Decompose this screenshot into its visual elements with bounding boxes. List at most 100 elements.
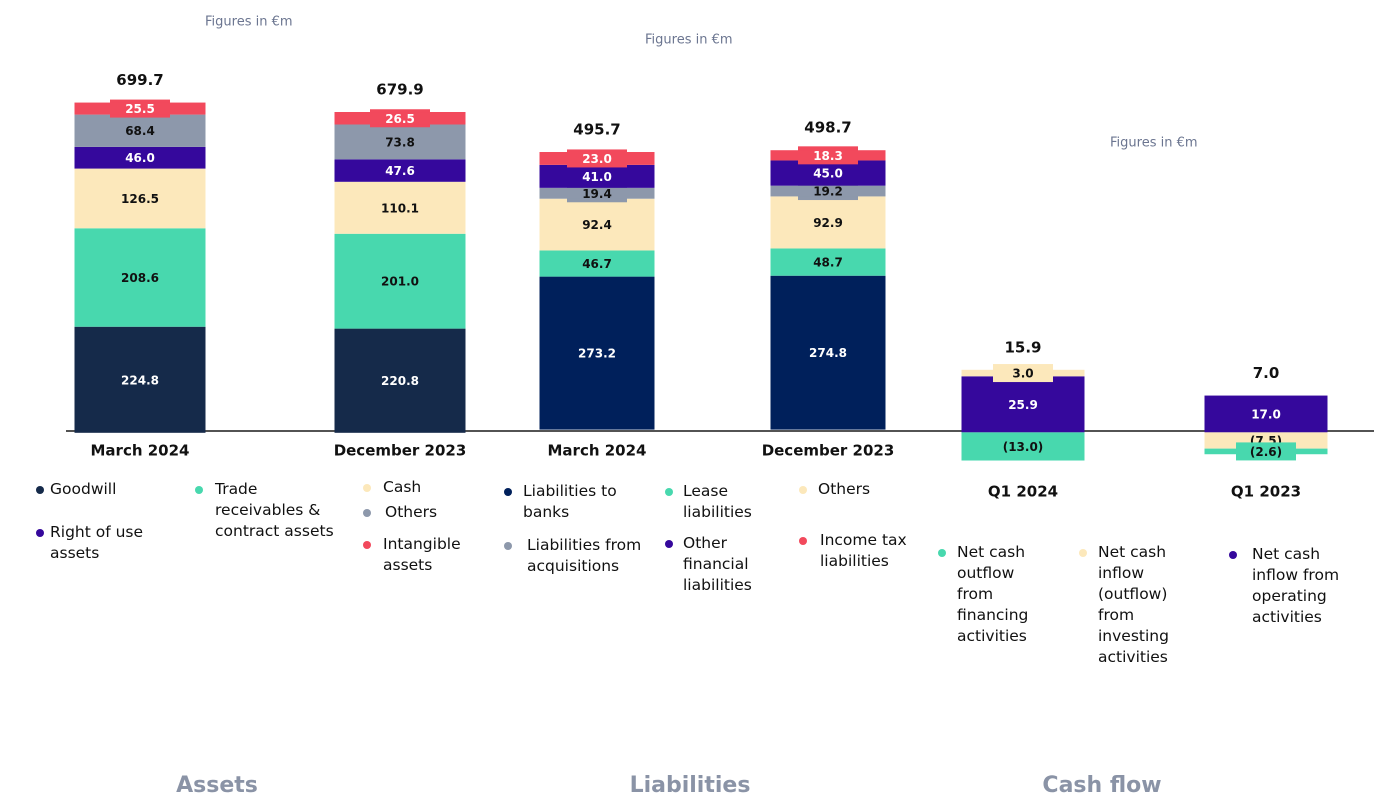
legend-marker [799, 537, 807, 545]
value-label: 274.8 [809, 346, 847, 360]
bar-segment [74, 326, 206, 433]
value-label: 26.5 [385, 112, 415, 126]
section-title: Cash flow [1042, 773, 1161, 796]
legend-label: Right of use assets [50, 523, 144, 562]
bar-segment [539, 276, 655, 430]
bar-segment [334, 112, 466, 125]
legend-marker [1229, 551, 1237, 559]
legend-marker [665, 488, 673, 496]
legend-label: Others [818, 480, 871, 498]
legend-label: Net cash inflow from operating activitie… [1252, 545, 1340, 626]
bar-segment [1204, 395, 1328, 433]
value-label: 201.0 [381, 275, 419, 289]
legend-label: Trade receivables & contract assets [215, 480, 334, 540]
bar-segment [770, 248, 886, 276]
bar-segment [770, 185, 886, 197]
legend-marker [363, 509, 371, 517]
value-label: 23.0 [582, 152, 612, 166]
bar-segment [334, 181, 466, 234]
legend-label: Net cash outflow from financing activiti… [957, 543, 1029, 645]
bar-segment [770, 275, 886, 430]
legend-marker [504, 488, 512, 496]
value-label: 19.2 [813, 185, 843, 199]
bar-segment [539, 198, 655, 251]
legend-marker [504, 542, 512, 550]
value-label: 25.9 [1008, 398, 1038, 412]
bar-segment [1204, 448, 1328, 455]
value-label: 220.8 [381, 374, 419, 388]
value-label: 17.0 [1251, 407, 1281, 421]
value-label: 224.8 [121, 373, 159, 387]
legend-label: Goodwill [50, 480, 117, 498]
legend-marker [1079, 549, 1087, 557]
total-label: 495.7 [573, 121, 620, 139]
legend-label: Intangible assets [383, 535, 461, 574]
section-title: Liabilities [630, 773, 751, 796]
bar-segment [770, 150, 886, 161]
value-label: 73.8 [385, 135, 415, 149]
category-label: Q1 2023 [1231, 483, 1301, 501]
bar-segment [74, 228, 206, 327]
bar-segment [961, 376, 1085, 433]
category-label: March 2024 [91, 442, 190, 460]
legend-label: Cash [383, 478, 422, 496]
bar-segment [74, 168, 206, 229]
bar-segment [334, 159, 466, 182]
value-label: 46.7 [582, 257, 612, 271]
bar-segment [74, 102, 206, 115]
bar-segment [74, 114, 206, 147]
bar-segment [770, 160, 886, 186]
bar-segment [539, 164, 655, 188]
value-label: 110.1 [381, 201, 419, 215]
bar-segment [539, 152, 655, 165]
note: Figures in €m [1110, 136, 1198, 151]
category-label: March 2024 [548, 442, 647, 460]
value-label: 68.4 [125, 124, 155, 138]
bar-segment [539, 250, 655, 277]
bar-segment [539, 187, 655, 199]
value-label: 92.9 [813, 216, 843, 230]
legend-marker [363, 484, 371, 492]
bar-segment [74, 146, 206, 169]
value-label: (13.0) [1003, 440, 1044, 454]
legend-label: Net cash inflow (outflow) from investing… [1098, 543, 1169, 666]
value-label: 45.0 [813, 167, 843, 181]
legend-label: Liabilities from acquisitions [527, 536, 642, 575]
value-label: 273.2 [578, 347, 616, 361]
value-label: 208.6 [121, 271, 159, 285]
total-label: 15.9 [1004, 338, 1041, 356]
value-label: 3.0 [1012, 367, 1033, 381]
legend-marker [363, 541, 371, 549]
legend-label: Others [385, 503, 438, 521]
category-label: December 2023 [334, 442, 467, 460]
legend-marker [665, 540, 673, 548]
total-label: 7.0 [1253, 364, 1280, 382]
value-label: 46.0 [125, 151, 155, 165]
bar-segment [334, 124, 466, 160]
legend-label: Other financial liabilities [683, 534, 752, 594]
note: Figures in €m [205, 15, 293, 30]
bar-segment [961, 432, 1085, 461]
legend-marker [36, 529, 44, 537]
value-label: (2.6) [1250, 445, 1282, 459]
value-label: 48.7 [813, 256, 843, 270]
value-label: 47.6 [385, 164, 415, 178]
value-label: 41.0 [582, 170, 612, 184]
legend-marker [938, 549, 946, 557]
bar-segment [961, 369, 1085, 377]
value-label: 126.5 [121, 192, 159, 206]
total-label: 679.9 [376, 81, 423, 99]
value-label: 19.4 [582, 187, 612, 201]
note: Figures in €m [645, 33, 733, 48]
total-label: 498.7 [804, 119, 851, 137]
total-label: 699.7 [116, 71, 163, 89]
legend-label: Liabilities to banks [523, 482, 617, 521]
legend-label: Lease liabilities [683, 482, 752, 521]
category-label: December 2023 [762, 442, 895, 460]
bar-segment [770, 196, 886, 249]
section-title: Assets [176, 773, 258, 796]
bar-segment [334, 233, 466, 329]
value-label: 92.4 [582, 218, 612, 232]
